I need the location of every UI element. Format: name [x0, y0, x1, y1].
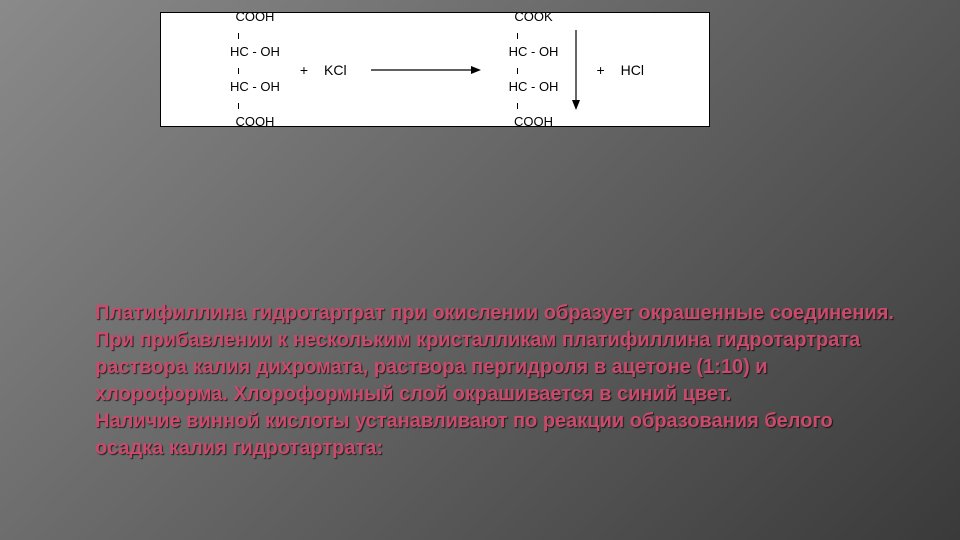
reaction-scheme-box: COOH HC - OH HC - OH COOH + KCl COOK HC … — [160, 12, 710, 127]
precipitate-arrow-icon — [570, 30, 582, 110]
mol-line: COOH — [235, 113, 274, 131]
reagent-1: KCl — [324, 62, 347, 78]
reaction-arrow-icon — [371, 64, 481, 76]
slide-container: COOH HC - OH HC - OH COOH + KCl COOK HC … — [0, 0, 960, 540]
mol-line: HC - OH — [509, 43, 559, 61]
product-1: COOK HC - OH HC - OH COOH — [509, 8, 559, 131]
paragraph-1: Платифиллина гидротартрат при окислении … — [95, 300, 895, 408]
plus-sign: + — [596, 62, 604, 78]
reagent-2: HCl — [621, 62, 644, 78]
mol-line: HC - OH — [230, 78, 280, 96]
body-text-block: Платифиллина гидротартрат при окислении … — [95, 300, 895, 462]
reactant-1: COOH HC - OH HC - OH COOH — [230, 8, 280, 131]
mol-line: COOK — [514, 8, 552, 26]
mol-line: COOH — [514, 113, 553, 131]
mol-line: HC - OH — [230, 43, 280, 61]
mol-line: HC - OH — [509, 78, 559, 96]
mol-line: COOH — [235, 8, 274, 26]
plus-sign: + — [300, 62, 308, 78]
paragraph-2: Наличие винной кислоты устанавливают по … — [95, 408, 895, 462]
